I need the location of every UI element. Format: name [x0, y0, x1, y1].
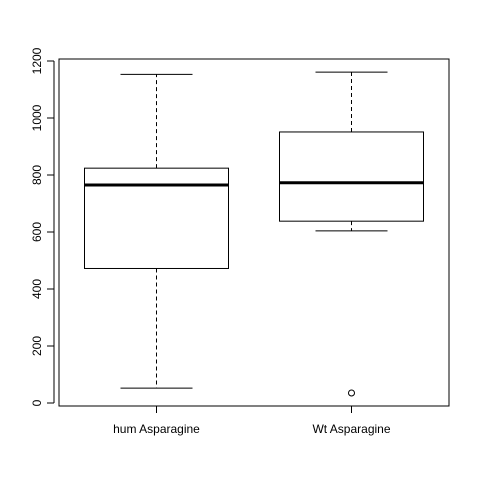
box-iqr — [279, 131, 424, 222]
y-tick-label: 0 — [30, 399, 44, 406]
x-tick-label: Wt Asparagine — [312, 422, 390, 436]
y-tick-label: 400 — [30, 279, 44, 299]
x-axis: hum Asparagine Wt Asparagine — [113, 406, 391, 436]
x-tick-label: hum Asparagine — [113, 422, 200, 436]
y-tick-label: 800 — [30, 165, 44, 185]
y-tick-label: 1000 — [30, 104, 44, 131]
outlier-point — [348, 389, 355, 397]
box-group — [279, 71, 424, 397]
y-tick-label: 200 — [30, 336, 44, 356]
y-tick-label: 600 — [30, 222, 44, 242]
box-group — [84, 73, 229, 389]
plot-frame — [58, 58, 450, 407]
box-iqr — [84, 167, 229, 269]
y-tick-label: 1200 — [30, 47, 44, 74]
box-series — [84, 71, 424, 397]
y-axis: 0 200 400 600 800 1000 1200 — [30, 47, 55, 406]
